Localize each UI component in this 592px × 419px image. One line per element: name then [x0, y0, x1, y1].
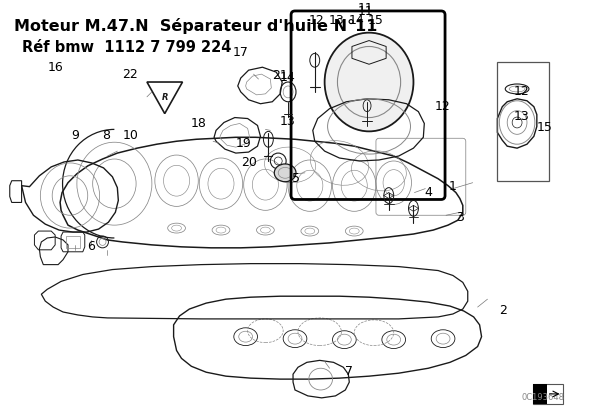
Text: 14: 14: [348, 14, 364, 27]
Bar: [533, 384, 562, 404]
Text: 22: 22: [123, 67, 138, 80]
Text: 12: 12: [514, 85, 530, 98]
Text: 18: 18: [191, 117, 206, 130]
Text: 14: 14: [279, 70, 295, 83]
Text: 19: 19: [236, 137, 252, 150]
Text: 13: 13: [279, 115, 295, 128]
Text: 0C193648: 0C193648: [522, 393, 565, 402]
Text: 15: 15: [368, 14, 384, 27]
Text: 6: 6: [87, 241, 95, 253]
Text: Réf bmw  1112 7 799 224: Réf bmw 1112 7 799 224: [21, 39, 231, 54]
Text: 3: 3: [456, 211, 464, 224]
Text: 4: 4: [424, 186, 432, 199]
Text: 11: 11: [357, 5, 373, 18]
Text: 15: 15: [537, 121, 553, 134]
Text: 12: 12: [434, 100, 450, 113]
Text: Moteur M.47.N  Séparateur d'huile N°11: Moteur M.47.N Séparateur d'huile N°11: [14, 18, 377, 34]
Text: 9: 9: [71, 129, 79, 142]
Text: 7: 7: [345, 365, 353, 378]
Bar: [533, 384, 546, 404]
Text: 21: 21: [272, 69, 288, 82]
Ellipse shape: [274, 164, 296, 182]
Text: 13: 13: [514, 110, 530, 123]
Text: 20: 20: [241, 156, 256, 169]
Bar: [497, 62, 549, 181]
Text: 11: 11: [357, 3, 373, 16]
Text: 16: 16: [47, 61, 63, 74]
Text: 8: 8: [102, 129, 111, 142]
Text: 13: 13: [329, 14, 345, 27]
Text: 2: 2: [499, 303, 507, 316]
Ellipse shape: [324, 33, 413, 132]
Text: 10: 10: [122, 129, 138, 142]
Text: 12: 12: [309, 14, 324, 27]
Bar: [66, 236, 80, 248]
Text: 5: 5: [292, 172, 300, 185]
Text: R: R: [162, 93, 168, 102]
Text: 17: 17: [233, 46, 249, 59]
Text: 1: 1: [449, 180, 457, 193]
